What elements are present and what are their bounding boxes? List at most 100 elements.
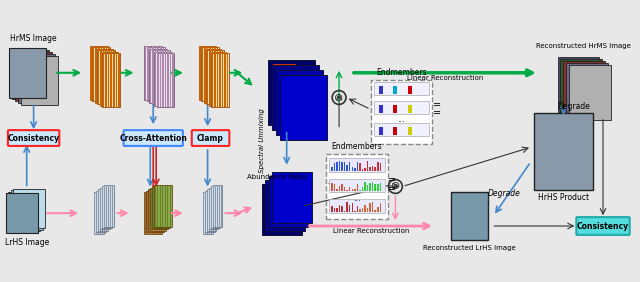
Bar	[155, 49, 156, 103]
Bar	[213, 186, 214, 228]
Bar	[408, 105, 412, 113]
Bar	[205, 191, 214, 232]
Bar	[154, 185, 156, 226]
Bar	[95, 49, 113, 103]
Bar	[165, 186, 166, 228]
Bar	[566, 63, 608, 118]
Bar	[160, 46, 161, 100]
Bar	[215, 185, 216, 226]
Bar	[113, 50, 115, 104]
Bar	[354, 209, 356, 212]
Bar	[202, 46, 204, 100]
Bar	[165, 52, 166, 106]
Bar	[98, 190, 99, 231]
Bar	[356, 162, 358, 171]
Bar	[207, 190, 208, 231]
Bar	[349, 206, 351, 212]
Text: LrHS Image: LrHS Image	[4, 238, 49, 247]
Bar	[152, 49, 154, 103]
Bar	[145, 192, 146, 234]
Bar	[113, 52, 115, 106]
Bar	[170, 185, 171, 226]
Bar	[111, 50, 112, 104]
Bar	[380, 183, 381, 191]
Bar	[346, 186, 348, 191]
Bar	[205, 192, 206, 234]
Bar	[219, 53, 221, 107]
Bar	[108, 49, 109, 103]
Bar	[394, 127, 397, 135]
Bar	[103, 53, 104, 107]
Bar	[379, 105, 383, 113]
Bar	[209, 191, 210, 232]
Bar	[115, 53, 117, 107]
Text: Linear Reconstruction: Linear Reconstruction	[333, 228, 409, 234]
Bar	[209, 188, 218, 230]
Bar	[379, 86, 383, 94]
Bar	[351, 189, 353, 191]
Bar	[344, 204, 346, 212]
Bar	[149, 191, 150, 232]
Bar	[214, 49, 216, 103]
Bar	[329, 199, 385, 213]
Bar	[217, 185, 218, 226]
Bar	[272, 65, 319, 130]
Bar	[108, 47, 109, 102]
Bar	[111, 49, 112, 103]
Bar	[374, 123, 429, 136]
FancyBboxPatch shape	[124, 130, 183, 146]
Text: ⊗: ⊗	[334, 92, 344, 102]
Bar	[207, 47, 208, 102]
Bar	[380, 166, 381, 171]
Bar	[204, 49, 205, 103]
Bar	[377, 188, 378, 191]
Bar	[270, 207, 285, 225]
Bar	[224, 53, 226, 107]
Bar	[331, 165, 333, 171]
Bar	[111, 52, 112, 106]
Bar	[557, 58, 599, 112]
Bar	[106, 186, 107, 228]
Bar	[151, 190, 152, 231]
Bar	[219, 186, 220, 228]
Bar	[104, 190, 105, 231]
Bar	[214, 46, 216, 100]
Bar	[209, 52, 211, 106]
Bar	[154, 52, 172, 106]
Bar	[269, 176, 308, 227]
Bar	[155, 52, 156, 106]
Bar	[377, 207, 378, 212]
Bar	[163, 53, 164, 107]
Bar	[160, 192, 161, 234]
Bar	[333, 165, 335, 171]
Bar	[213, 185, 214, 226]
Bar	[147, 46, 149, 100]
Bar	[150, 46, 152, 100]
Bar	[203, 192, 204, 234]
Bar	[212, 52, 213, 106]
Bar	[211, 191, 212, 232]
Bar	[106, 46, 108, 100]
Bar	[213, 190, 214, 231]
Bar	[329, 158, 385, 172]
Bar	[108, 53, 109, 107]
Bar	[100, 52, 118, 106]
Bar	[167, 185, 168, 226]
Bar	[106, 190, 107, 231]
Bar	[148, 190, 150, 231]
Bar	[106, 49, 107, 103]
Bar	[367, 188, 369, 191]
Bar	[172, 53, 174, 107]
Bar	[147, 47, 149, 102]
Bar	[103, 49, 104, 103]
Text: HrHS Product: HrHS Product	[538, 193, 589, 202]
Bar	[207, 49, 208, 103]
Bar	[100, 46, 102, 100]
Bar	[157, 186, 159, 228]
Bar	[225, 52, 226, 106]
Bar	[150, 192, 151, 234]
Bar	[152, 192, 154, 234]
Bar	[212, 185, 223, 226]
Bar	[155, 47, 156, 102]
Bar	[108, 52, 109, 106]
